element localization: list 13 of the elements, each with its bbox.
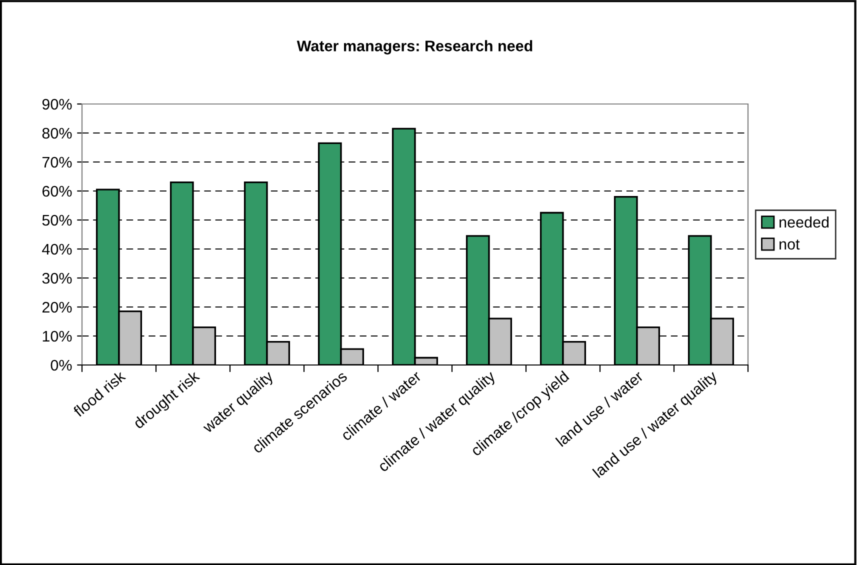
y-tick-label: 80%	[42, 128, 72, 139]
y-tick-label: 20%	[42, 302, 72, 313]
y-tick-label: 60%	[42, 186, 72, 197]
chart-title: Water managers: Research need	[296, 40, 532, 54]
legend-label: needed	[780, 216, 829, 228]
y-tick-label: 10%	[42, 330, 72, 342]
y-tick-label: 90%	[42, 98, 72, 110]
y-tick-label: 40%	[42, 244, 72, 255]
y-tick-label: 30%	[42, 272, 72, 284]
y-tick-label: 70%	[42, 156, 72, 168]
y-tick-label: 0%	[50, 360, 72, 371]
y-tick-label: 50%	[42, 214, 72, 226]
legend-label: not	[780, 240, 800, 250]
